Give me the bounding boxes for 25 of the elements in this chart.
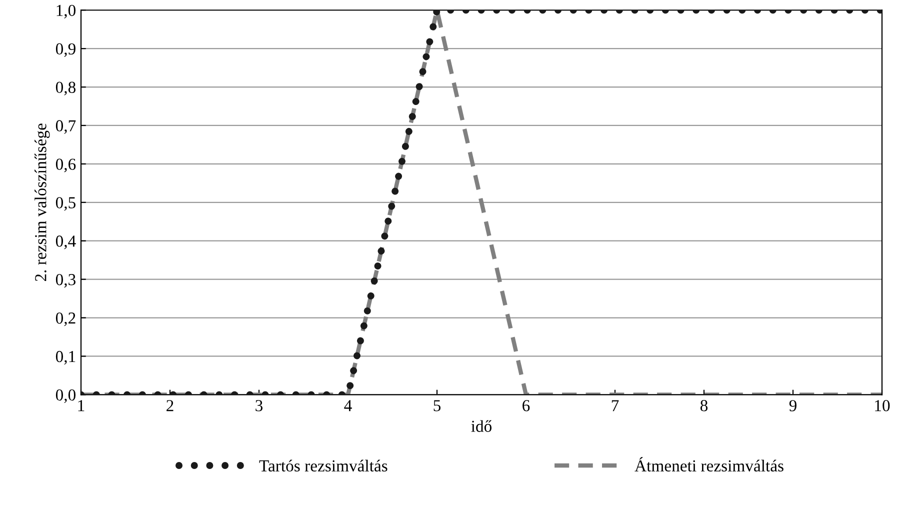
x-tick-label: 3 xyxy=(256,400,263,412)
x-tick-label: 9 xyxy=(789,400,796,412)
x-tick-label: 4 xyxy=(344,400,352,412)
y-tick-label: 0,6 xyxy=(56,158,76,172)
y-tick-label: 0,4 xyxy=(56,236,76,250)
y-axis-title: 2. rezsim valószínűsége xyxy=(34,124,50,282)
x-tick-label: 8 xyxy=(700,400,708,412)
y-tick-label: 1,0 xyxy=(56,4,76,18)
x-tick-label: 5 xyxy=(434,400,441,412)
legend-label: Átmeneti rezsimváltás xyxy=(634,457,784,472)
x-tick-label: 7 xyxy=(612,400,619,412)
legend-label: Tartós rezsimváltás xyxy=(259,460,388,472)
x-tick-label: 10 xyxy=(875,400,890,412)
y-tick-label: 0,3 xyxy=(56,274,76,288)
y-tick-label: 0,2 xyxy=(56,312,76,326)
y-tick-label: 0,5 xyxy=(56,197,76,211)
y-tick-label: 0,8 xyxy=(56,82,76,96)
x-tick-label: 1 xyxy=(78,400,84,412)
y-tick-label: 0,1 xyxy=(56,350,76,365)
y-tick-label: 0,7 xyxy=(56,120,76,134)
x-axis-title: idő xyxy=(471,420,492,432)
y-tick-label: 0,9 xyxy=(56,43,76,57)
x-tick-label: 6 xyxy=(522,400,530,412)
y-tick-label: 0,0 xyxy=(56,389,76,404)
x-tick-label: 2 xyxy=(166,400,174,412)
